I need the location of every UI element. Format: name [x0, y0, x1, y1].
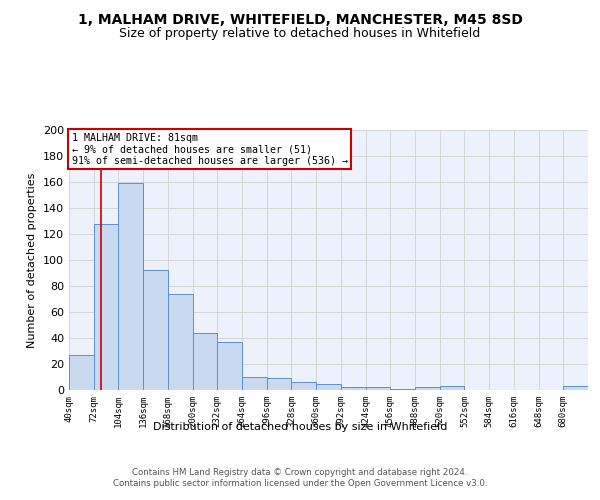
Bar [440, 386, 464, 390]
Bar [415, 388, 440, 390]
Y-axis label: Number of detached properties: Number of detached properties [28, 172, 37, 348]
Bar [563, 386, 588, 390]
Text: 1 MALHAM DRIVE: 81sqm
← 9% of detached houses are smaller (51)
91% of semi-detac: 1 MALHAM DRIVE: 81sqm ← 9% of detached h… [71, 132, 347, 166]
Bar [118, 184, 143, 390]
Bar [69, 355, 94, 390]
Text: Contains HM Land Registry data © Crown copyright and database right 2024.
Contai: Contains HM Land Registry data © Crown c… [113, 468, 487, 487]
Bar [316, 384, 341, 390]
Bar [168, 294, 193, 390]
Text: Size of property relative to detached houses in Whitefield: Size of property relative to detached ho… [119, 28, 481, 40]
Bar [94, 224, 118, 390]
Text: Distribution of detached houses by size in Whitefield: Distribution of detached houses by size … [153, 422, 447, 432]
Bar [365, 388, 390, 390]
Bar [390, 388, 415, 390]
Bar [267, 378, 292, 390]
Bar [217, 342, 242, 390]
Bar [292, 382, 316, 390]
Bar [193, 333, 217, 390]
Bar [341, 388, 365, 390]
Bar [242, 377, 267, 390]
Bar [143, 270, 168, 390]
Text: 1, MALHAM DRIVE, WHITEFIELD, MANCHESTER, M45 8SD: 1, MALHAM DRIVE, WHITEFIELD, MANCHESTER,… [77, 12, 523, 26]
